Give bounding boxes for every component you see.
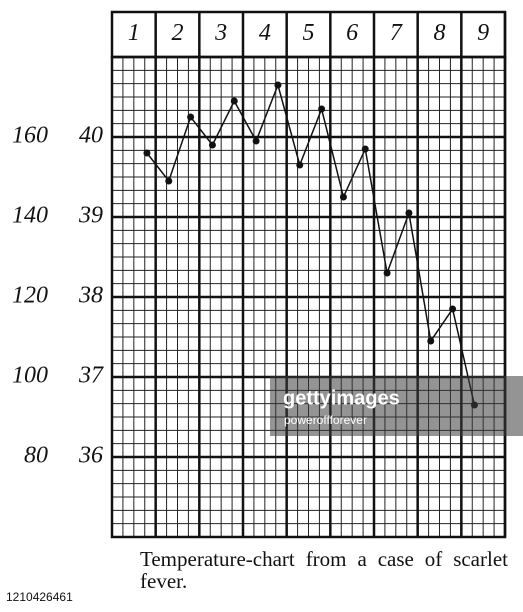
- x-tick-label: 5: [303, 20, 315, 46]
- x-tick-label: 7: [390, 20, 403, 46]
- y2-tick-label: 120: [12, 283, 48, 309]
- x-tick-label: 2: [172, 20, 184, 46]
- point: [143, 149, 151, 157]
- y-tick-label: 36: [78, 443, 103, 469]
- temperature-line: [146, 82, 476, 406]
- y-tick-label: 38: [78, 283, 103, 309]
- point: [339, 193, 347, 201]
- point: [187, 113, 195, 121]
- x-tick-label: 8: [434, 20, 446, 46]
- y2-tick-label: 140: [12, 203, 48, 229]
- chart-title: Temperature-chart from a case of scarlet…: [140, 547, 508, 593]
- watermark-brand: gettyimages: [283, 387, 400, 409]
- x-tick-label: 6: [346, 20, 358, 46]
- point: [318, 105, 326, 113]
- header: [110, 10, 507, 59]
- y2-tick-label: 80: [24, 443, 48, 469]
- point: [383, 269, 391, 277]
- y-tick-label: 37: [78, 363, 104, 389]
- point: [427, 337, 435, 345]
- watermark-band: [270, 376, 523, 436]
- x-tick-label: 3: [214, 20, 227, 46]
- point: [274, 81, 282, 89]
- y2-tick-label: 100: [12, 363, 48, 389]
- point: [208, 141, 216, 149]
- point: [252, 137, 260, 145]
- point: [165, 177, 173, 185]
- point: [230, 97, 238, 105]
- image-id: 1210426461: [6, 590, 73, 604]
- x-tick-label: 4: [259, 20, 271, 46]
- watermark-credit: poweroffforever: [284, 413, 367, 427]
- y2-tick-label: 160: [12, 123, 48, 149]
- point: [296, 161, 304, 169]
- point: [361, 145, 369, 153]
- y-tick-label: 39: [78, 203, 103, 229]
- point: [405, 209, 413, 217]
- x-tick-label: 9: [477, 20, 489, 46]
- x-tick-label: 1: [128, 20, 140, 46]
- point: [449, 305, 457, 313]
- y-tick-label: 40: [79, 123, 103, 149]
